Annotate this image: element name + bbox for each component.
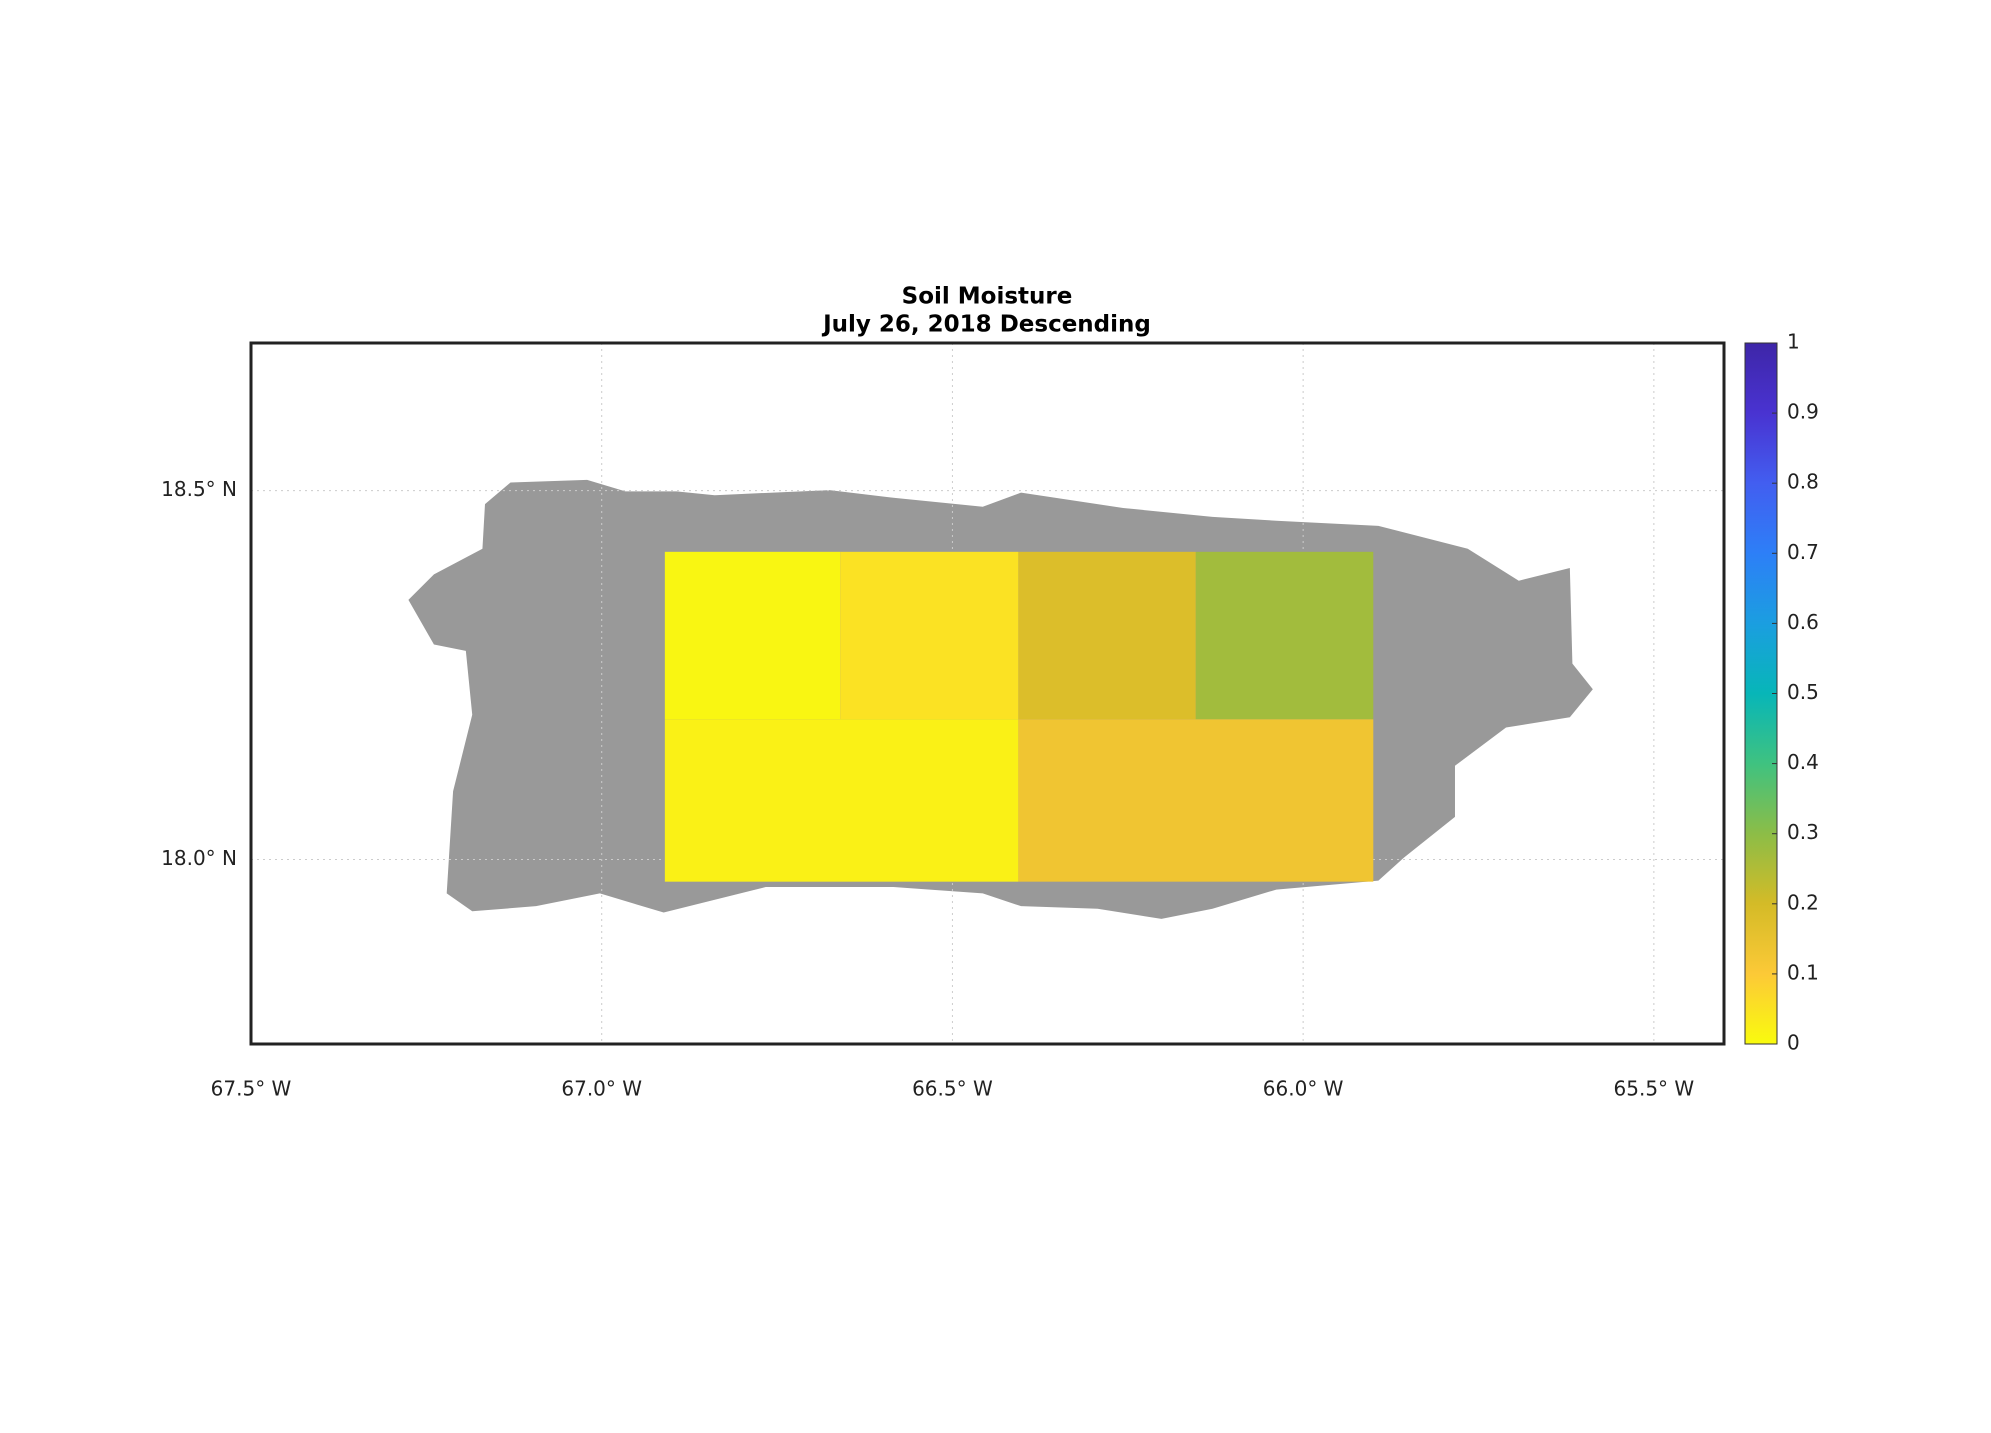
colorbar-tick-label: 0.8: [1787, 470, 1819, 494]
plot-frame: [249, 341, 1726, 1046]
heat-cell: [1195, 551, 1374, 720]
colorbar-tick-label: 0.7: [1787, 540, 1819, 564]
colorbar-tick-label: 0.1: [1787, 960, 1819, 984]
x-tick-label: 66.0° W: [1263, 1077, 1344, 1101]
y-tick-label: 18.5° N: [161, 477, 237, 501]
x-tick-label: 65.5° W: [1614, 1077, 1695, 1101]
colorbar-tick-label: 0.3: [1787, 820, 1819, 844]
colorbar-tick-label: 0: [1787, 1031, 1800, 1055]
colorbar: [1744, 342, 1778, 1045]
x-tick-label: 67.0° W: [561, 1077, 642, 1101]
colorbar-tick-label: 0.2: [1787, 890, 1819, 914]
heat-cell: [664, 719, 1019, 882]
chart-subtitle: July 26, 2018 Descending: [821, 312, 1151, 338]
heat-cell: [1018, 551, 1196, 720]
y-tick-label: 18.0° N: [161, 846, 237, 870]
colorbar-tick-label: 0.6: [1787, 610, 1819, 634]
colorbar-tick-label: 1: [1787, 330, 1800, 354]
x-tick-label: 67.5° W: [211, 1077, 292, 1101]
heat-cell: [664, 551, 841, 720]
heat-cell: [840, 551, 1019, 720]
colorbar-tick-label: 0.4: [1787, 750, 1819, 774]
x-tick-label: 66.5° W: [912, 1077, 993, 1101]
heat-cell: [1018, 719, 1374, 882]
colorbar-tick-label: 0.9: [1787, 400, 1819, 424]
colorbar-tick-label: 0.5: [1787, 680, 1819, 704]
chart-title: Soil Moisture: [902, 284, 1073, 310]
